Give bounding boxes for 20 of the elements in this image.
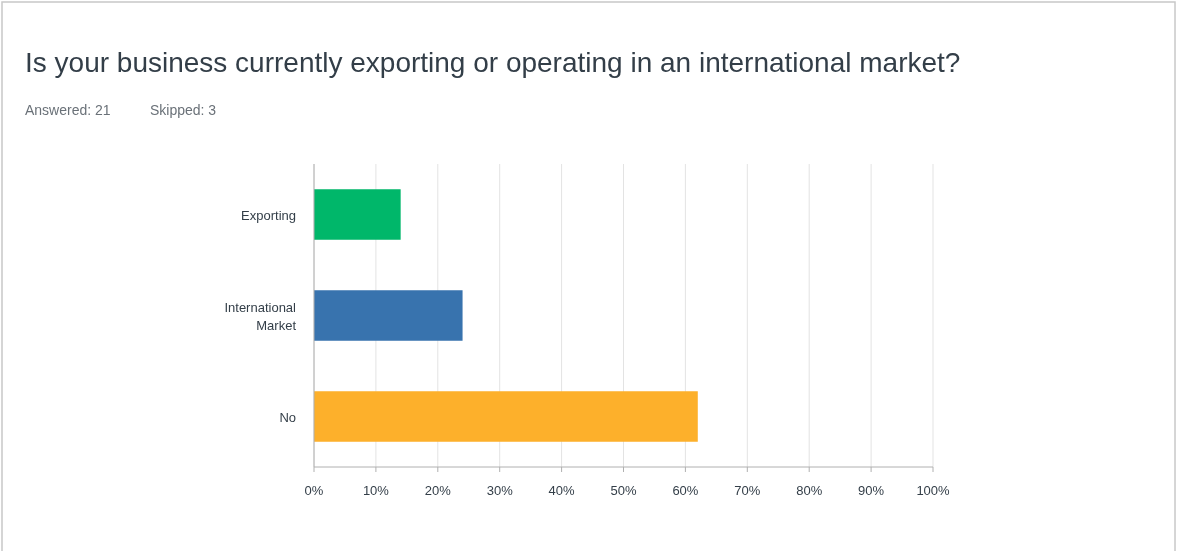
chart-title: Is your business currently exporting or operating in an international market? <box>25 47 961 78</box>
x-tick-label: 20% <box>424 483 452 498</box>
x-tick-label: 10% <box>362 483 390 498</box>
x-tick-label: 30% <box>486 483 514 498</box>
bar <box>314 391 698 442</box>
text: Skipped: 3 <box>150 102 217 118</box>
x-tick-label: 80% <box>796 483 823 498</box>
y-tick-label: International Market <box>224 299 297 333</box>
x-tick-label: 0% <box>304 483 324 498</box>
bar <box>314 290 463 341</box>
x-tick-label: 50% <box>610 483 637 498</box>
bar <box>314 189 401 240</box>
y-tick-label: Exporting <box>241 207 296 223</box>
x-tick-label: 60% <box>672 483 699 498</box>
x-tick-label: 100% <box>916 483 951 498</box>
x-tick-label: 40% <box>548 483 576 498</box>
x-tick-label: 90% <box>858 483 885 498</box>
y-tick-label: No <box>279 409 296 425</box>
text: Answered: 21 <box>25 102 111 118</box>
x-tick-label: 70% <box>734 483 761 498</box>
